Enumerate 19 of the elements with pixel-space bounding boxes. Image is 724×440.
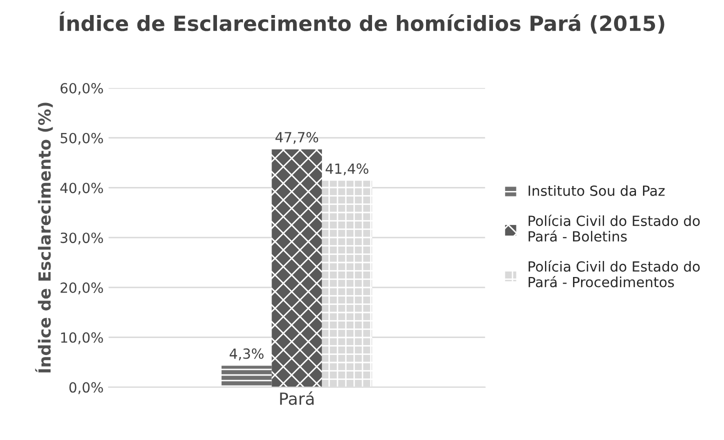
data-label: 47,7% (275, 132, 318, 144)
legend-label: Polícia Civil do Estado do Pará - Boletins (528, 214, 700, 242)
bar (322, 180, 372, 388)
bar (222, 366, 272, 388)
legend-label: Polícia Civil do Estado do Pará - Procedimentos (528, 260, 700, 288)
legend-label: Instituto Sou da Paz (528, 185, 665, 196)
y-tick-label: 0,0% (69, 382, 103, 394)
y-tick-label: 60,0% (60, 82, 103, 95)
y-tick-label: 20,0% (60, 282, 103, 294)
y-axis-title: Índice de Esclarecimento (%) (35, 102, 53, 372)
y-tick-label: 50,0% (60, 132, 103, 145)
y-tick-label: 40,0% (60, 182, 103, 195)
data-label: 4,3% (230, 348, 264, 360)
x-tick-label: Pará (280, 391, 314, 405)
data-label: 41,4% (326, 163, 368, 176)
bar (272, 149, 322, 388)
y-tick-label: 10,0% (61, 332, 103, 344)
chart-title: Índice de Esclarecimento de homícidios Pará (2015) (60, 12, 664, 34)
y-tick-label: 30,0% (60, 232, 103, 244)
